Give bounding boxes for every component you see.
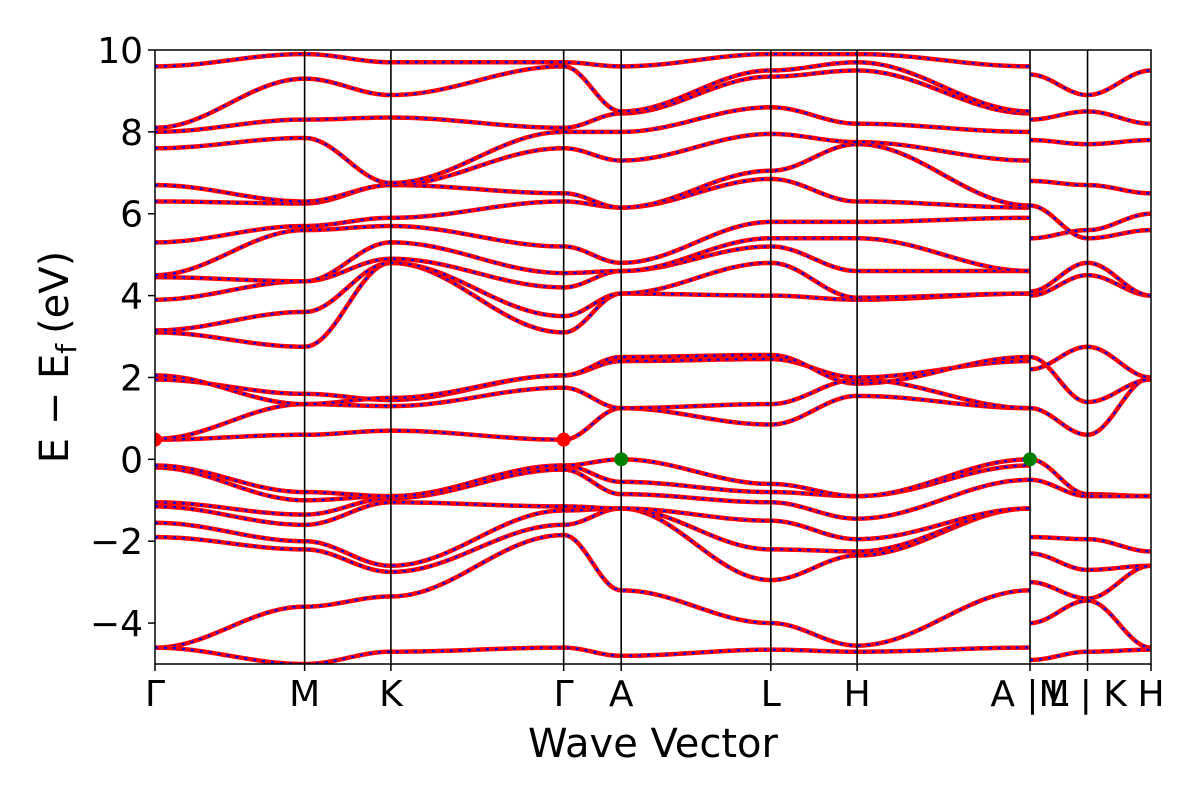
band-line-overlay [155, 261, 1031, 332]
y-axis-label-unit: (eV) [32, 251, 78, 334]
x-tick-label: H [1137, 674, 1164, 715]
x-tick-label: M [289, 674, 320, 715]
band-line-overlay [1030, 536, 1151, 553]
band-line-overlay [1029, 599, 1151, 649]
band-line-overlay [155, 468, 1031, 520]
band-line-overlay [1029, 345, 1151, 379]
y-tick-label: −2 [90, 522, 143, 563]
y-tick-label: 6 [120, 195, 143, 236]
y-tick-label: 10 [97, 31, 143, 72]
y-tick-label: 8 [120, 113, 143, 154]
cbm-marker [155, 432, 162, 447]
x-axis-label: Wave Vector [528, 721, 779, 767]
high-symmetry-lines [303, 50, 1089, 664]
band-line-overlay [155, 501, 1031, 541]
x-tick-label: H [844, 674, 871, 715]
band-line [155, 645, 1031, 664]
band-line-overlay [1029, 69, 1151, 97]
band-line-overlay [155, 533, 1031, 649]
band-line-overlay [155, 61, 1031, 129]
x-tick-label: A |M [990, 674, 1069, 715]
x-tick-label: K [379, 674, 404, 715]
band-line [155, 176, 1031, 245]
band-line-overlay [155, 261, 1031, 348]
band-line-overlay [155, 507, 1031, 582]
band-line [155, 131, 1031, 204]
band-line-overlay [155, 237, 1031, 283]
x-tick-label: Γ [145, 674, 165, 715]
band-line-overlay [1029, 564, 1151, 600]
band-line-overlay [1029, 110, 1151, 125]
band-line-overlay [155, 245, 1031, 301]
band-line-overlay [155, 394, 1031, 441]
band-line-overlay [155, 216, 1031, 277]
band-line-overlay [155, 106, 1031, 185]
x-tick-label: L | K [1048, 674, 1128, 715]
x-tick-label: L [761, 674, 781, 715]
y-axis-label-subscript: f [50, 343, 83, 354]
y-ticks: −4 −2 0 2 4 6 8 10 [90, 31, 155, 645]
x-tick-label: Γ [554, 674, 574, 715]
band-line-overlay [155, 69, 1031, 133]
y-tick-label: 0 [120, 440, 143, 481]
special-points-layer [155, 432, 1038, 467]
band-line-overlay [1029, 274, 1151, 297]
cbm-marker [556, 432, 571, 447]
y-tick-label: 4 [120, 277, 143, 318]
band-line-overlay [1029, 648, 1151, 662]
band-line-overlay [155, 52, 1031, 68]
band-line-overlay [1029, 552, 1151, 571]
band-line-overlay [1030, 179, 1151, 195]
band-line-overlay [1029, 478, 1151, 498]
band-line-overlay [155, 353, 1031, 406]
band-line-overlay [1030, 138, 1151, 146]
plot-frame [154, 49, 1152, 665]
y-tick-label: 2 [120, 358, 143, 399]
y-axis-label: E − Ef (eV) [32, 251, 83, 464]
band-line-overlay [1029, 204, 1151, 240]
vbm-marker [614, 452, 629, 467]
band-line-overlay [1029, 212, 1151, 240]
band-line-overlay [155, 458, 1031, 498]
y-tick-label: −4 [90, 604, 143, 645]
vbm-marker [1023, 452, 1038, 467]
y-axis-label-main: E − E [32, 354, 78, 464]
bands-layer [155, 51, 1151, 664]
x-tick-label: A [609, 674, 634, 715]
